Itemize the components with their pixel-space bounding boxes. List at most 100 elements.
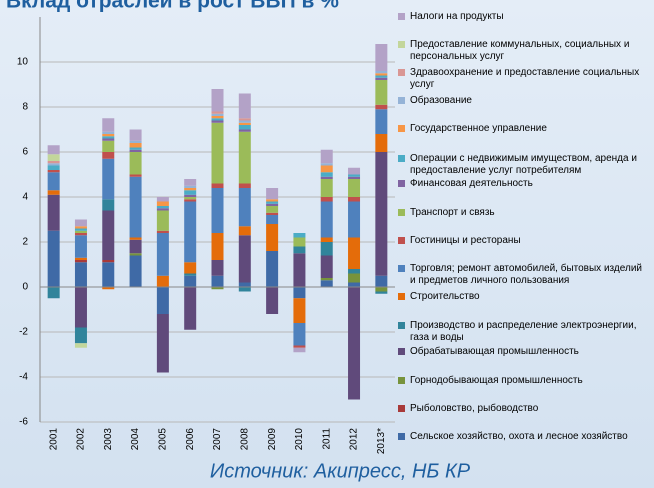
legend-swatch (398, 377, 405, 384)
x-tick-label: 2001 (48, 428, 59, 451)
bar-segment (320, 201, 333, 238)
bar-segment (293, 345, 306, 348)
bar-segment (129, 149, 142, 152)
legend-item: Транспорт и связь (398, 207, 648, 219)
y-tick-label: -6 (19, 417, 28, 428)
bar-segment (102, 131, 115, 134)
legend-label: Финансовая деятельность (410, 178, 533, 189)
bar-segment (375, 109, 388, 134)
bar-segment (156, 210, 169, 231)
legend-swatch (398, 209, 405, 216)
bar-segment (47, 194, 60, 231)
bar-segment (266, 224, 279, 251)
bar-segment (129, 147, 142, 150)
bar-segment (156, 201, 169, 206)
bar-segment (156, 208, 169, 211)
bar-segment (211, 287, 224, 290)
bar-segment (211, 275, 224, 287)
bar-segment (266, 251, 279, 287)
bar-segment (47, 287, 60, 299)
bar-segment (102, 287, 115, 290)
bar-segment (211, 233, 224, 260)
legend-swatch (398, 180, 405, 187)
bar-segment (184, 262, 197, 274)
bar-segment (74, 327, 87, 344)
x-tick-label: 2004 (130, 428, 141, 451)
x-tick-label: 2002 (76, 428, 87, 451)
x-tick-label: 2010 (294, 428, 305, 451)
bar-segment (293, 298, 306, 323)
bar-segment (102, 134, 115, 137)
bar-segment (184, 179, 197, 186)
bar-segment (47, 161, 60, 164)
bar-segment (238, 118, 251, 121)
legend-item: Образование (398, 95, 648, 107)
legend-item: Налоги на продукты (398, 11, 648, 23)
legend-swatch (398, 405, 405, 412)
bar-segment (184, 201, 197, 263)
bar-segment (293, 253, 306, 287)
bar-segment (102, 158, 115, 200)
legend-swatch (398, 237, 405, 244)
bar-segment (102, 138, 115, 141)
bar-segment (238, 131, 251, 184)
legend-label: Производство и распределение электроэнер… (410, 320, 637, 343)
bar-segment (320, 255, 333, 278)
bar-segment (184, 287, 197, 330)
legend-label: Государственное управление (410, 123, 547, 134)
bar-segment (238, 129, 251, 132)
bar-segment (266, 203, 279, 206)
bar-segment (320, 278, 333, 281)
bar-segment (348, 167, 361, 175)
bar-segment (375, 44, 388, 71)
bar-segment (266, 199, 279, 202)
bar-segment (184, 194, 197, 197)
bar-segment (320, 165, 333, 173)
bar-segment (129, 129, 142, 141)
bar-segment (129, 174, 142, 177)
legend-swatch (398, 293, 405, 300)
bar-segment (102, 210, 115, 260)
legend-item: Обрабатывающая промышленность (398, 346, 648, 358)
legend-label: Здравоохранение и предоставление социаль… (410, 67, 640, 90)
bar-segment (129, 176, 142, 238)
bar-segment (348, 176, 361, 179)
bar-segment (238, 122, 251, 125)
legend-item: Предоставление коммунальных, социальных … (398, 39, 648, 63)
bar-segment (184, 190, 197, 195)
bar-segment (156, 206, 169, 209)
bar-segment (238, 93, 251, 119)
bar-segment (102, 199, 115, 211)
x-tick-label: 2012 (349, 428, 360, 451)
legend-label: Транспорт и связь (410, 207, 495, 218)
bar-segment (375, 80, 388, 105)
x-tick-label: 2008 (239, 428, 250, 451)
bar-segment (293, 287, 306, 299)
bar-segment (47, 172, 60, 191)
bar-segment (320, 172, 333, 177)
legend-label: Горнодобывающая промышленность (410, 375, 583, 386)
bar-segment (184, 273, 197, 276)
bar-segment (47, 163, 60, 166)
legend-item: Производство и распределение электроэнер… (398, 320, 648, 344)
legend-label: Сельское хозяйство, охота и лесное хозяй… (410, 431, 628, 442)
bar-segment (266, 287, 279, 314)
y-tick-label: 8 (22, 102, 28, 113)
bar-segment (74, 260, 87, 263)
bar-segment (348, 179, 361, 197)
bar-segment (102, 118, 115, 132)
bar-segment (238, 183, 251, 188)
bar-segment (238, 226, 251, 236)
bar-segment (211, 111, 224, 114)
bar-segment (156, 233, 169, 276)
bar-segment (211, 89, 224, 112)
legend-item: Строительство (398, 291, 648, 303)
bar-segment (211, 113, 224, 116)
legend-item: Торговля; ремонт автомобилей, бытовых из… (398, 263, 648, 287)
legend-label: Налоги на продукты (410, 11, 504, 22)
bar-segment (238, 282, 251, 287)
bar-segment (238, 287, 251, 292)
bar-segment (156, 275, 169, 287)
bar-segment (375, 77, 388, 80)
bar-segment (320, 237, 333, 242)
